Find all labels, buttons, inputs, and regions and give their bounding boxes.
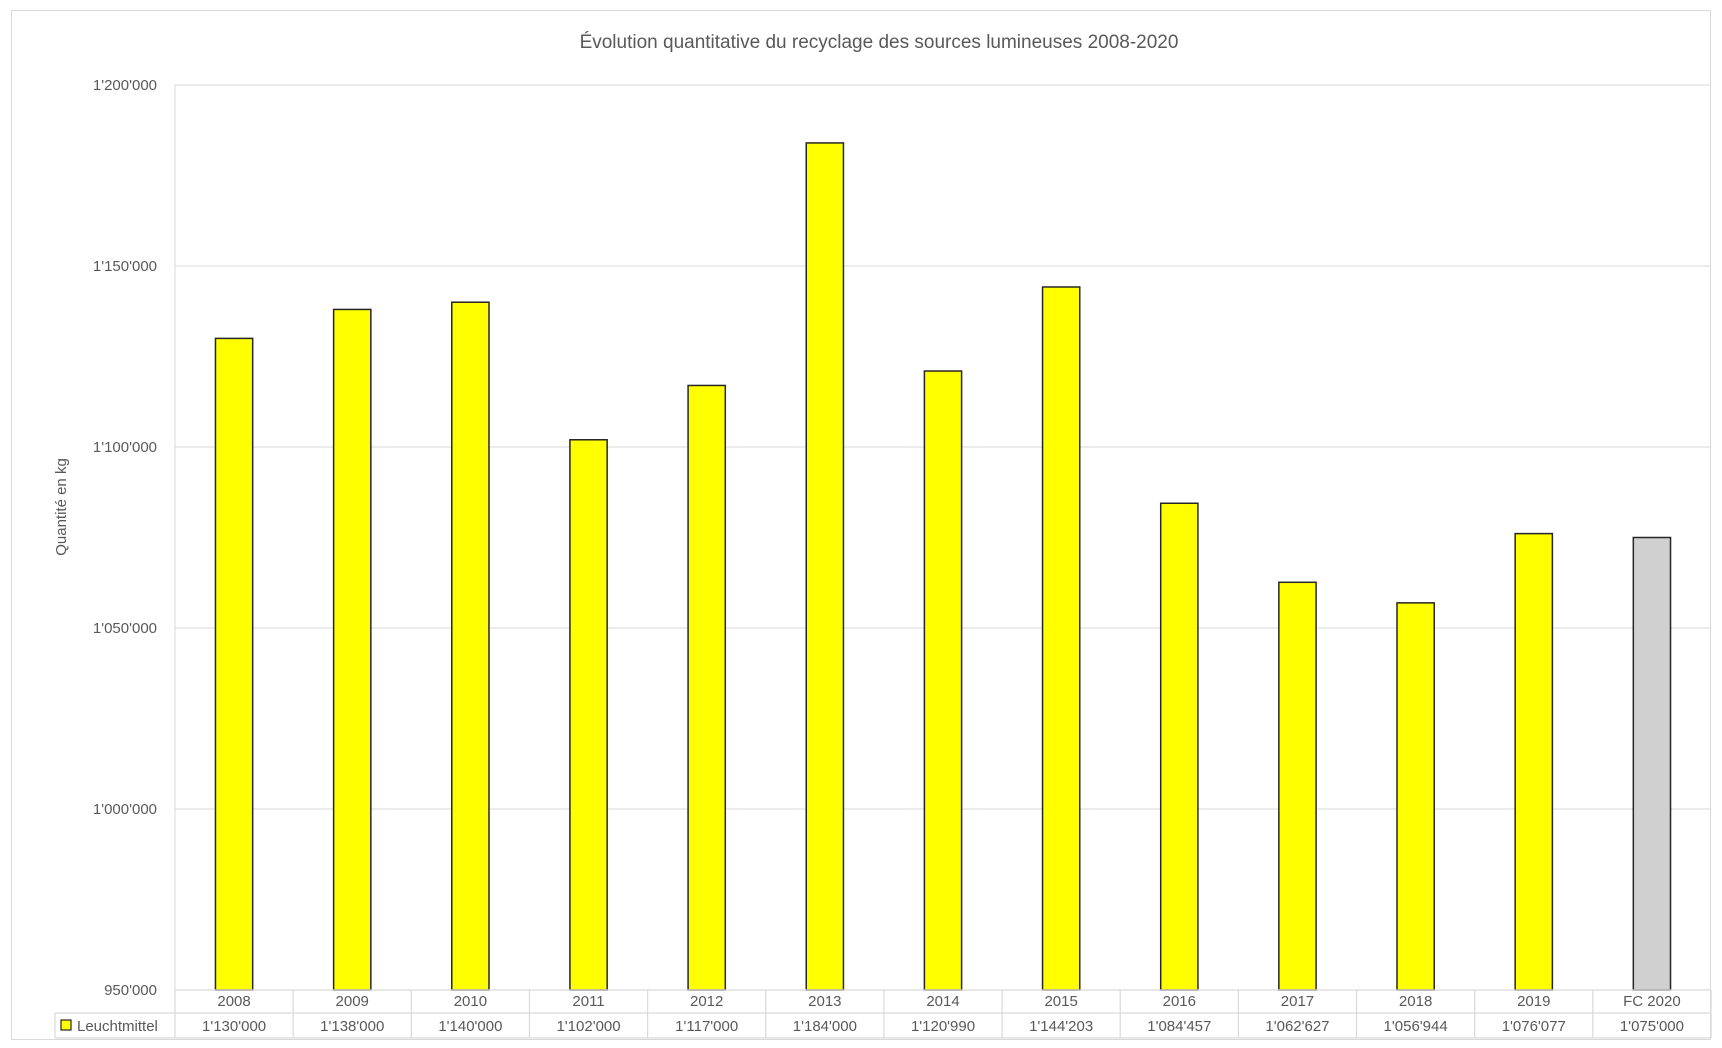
y-tick-label: 1'200'000 xyxy=(93,77,157,94)
y-tick-label: 1'150'000 xyxy=(93,258,157,275)
x-category-label: 2009 xyxy=(336,993,369,1010)
data-value-label: 1'075'000 xyxy=(1620,1018,1684,1035)
x-category-label: 2016 xyxy=(1163,993,1196,1010)
x-category-label: 2015 xyxy=(1044,993,1077,1010)
x-category-label: 2008 xyxy=(217,993,250,1010)
y-tick-label: 1'050'000 xyxy=(93,620,157,637)
data-value-label: 1'084'457 xyxy=(1147,1018,1211,1035)
x-category-label: 2010 xyxy=(454,993,487,1010)
y-tick-label: 1'100'000 xyxy=(93,439,157,456)
data-value-label: 1'140'000 xyxy=(438,1018,502,1035)
data-value-label: 1'076'077 xyxy=(1502,1018,1566,1035)
data-table: 2008 1'130'000 2009 1'138'000 2010 1'140'000 2… xyxy=(54,989,1712,1039)
x-category-label: 2018 xyxy=(1399,993,1432,1010)
x-category-label: 2013 xyxy=(808,993,841,1010)
chart-title: Évolution quantitative du recyclage des … xyxy=(580,32,1179,53)
bar xyxy=(332,308,372,991)
x-category-label: 2014 xyxy=(926,993,959,1010)
data-value-label: 1'102'000 xyxy=(556,1018,620,1035)
bar-forecast xyxy=(1632,536,1672,991)
data-value-label: 1'117'000 xyxy=(675,1018,738,1035)
bar xyxy=(805,142,845,991)
y-axis-ticks: 950'000 1'000'000 1'050'000 1'100'000 1'150'… xyxy=(93,77,157,999)
y-tick-label: 1'000'000 xyxy=(93,801,157,818)
bar xyxy=(1278,581,1317,991)
bar xyxy=(1514,532,1554,991)
bar xyxy=(569,439,608,991)
bar xyxy=(451,301,490,991)
bar xyxy=(1041,286,1081,991)
x-category-label: FC 2020 xyxy=(1623,993,1681,1010)
x-category-label: 2017 xyxy=(1281,993,1314,1010)
bar xyxy=(1159,502,1199,991)
data-value-label: 1'056'944 xyxy=(1384,1018,1448,1035)
data-value-label: 1'138'000 xyxy=(320,1018,384,1035)
x-category-label: 2019 xyxy=(1517,993,1550,1010)
x-category-label: 2011 xyxy=(572,993,604,1010)
legend-key xyxy=(60,1019,72,1031)
data-value-label: 1'184'000 xyxy=(793,1018,857,1035)
data-value-label: 1'144'203 xyxy=(1029,1018,1093,1035)
bar xyxy=(687,384,727,991)
y-tick-label: 950'000 xyxy=(104,982,157,999)
bar xyxy=(923,370,963,991)
data-value-label: 1'062'627 xyxy=(1265,1018,1329,1035)
y-axis-label: Quantité en kg xyxy=(53,458,70,556)
legend-label: Leuchtmittel xyxy=(77,1018,158,1035)
bar xyxy=(214,337,254,991)
data-value-label: 1'120'990 xyxy=(911,1018,975,1035)
data-value-label: 1'130'000 xyxy=(202,1018,266,1035)
x-category-label: 2012 xyxy=(690,993,723,1010)
bars xyxy=(214,142,1672,991)
bar xyxy=(1396,602,1435,991)
